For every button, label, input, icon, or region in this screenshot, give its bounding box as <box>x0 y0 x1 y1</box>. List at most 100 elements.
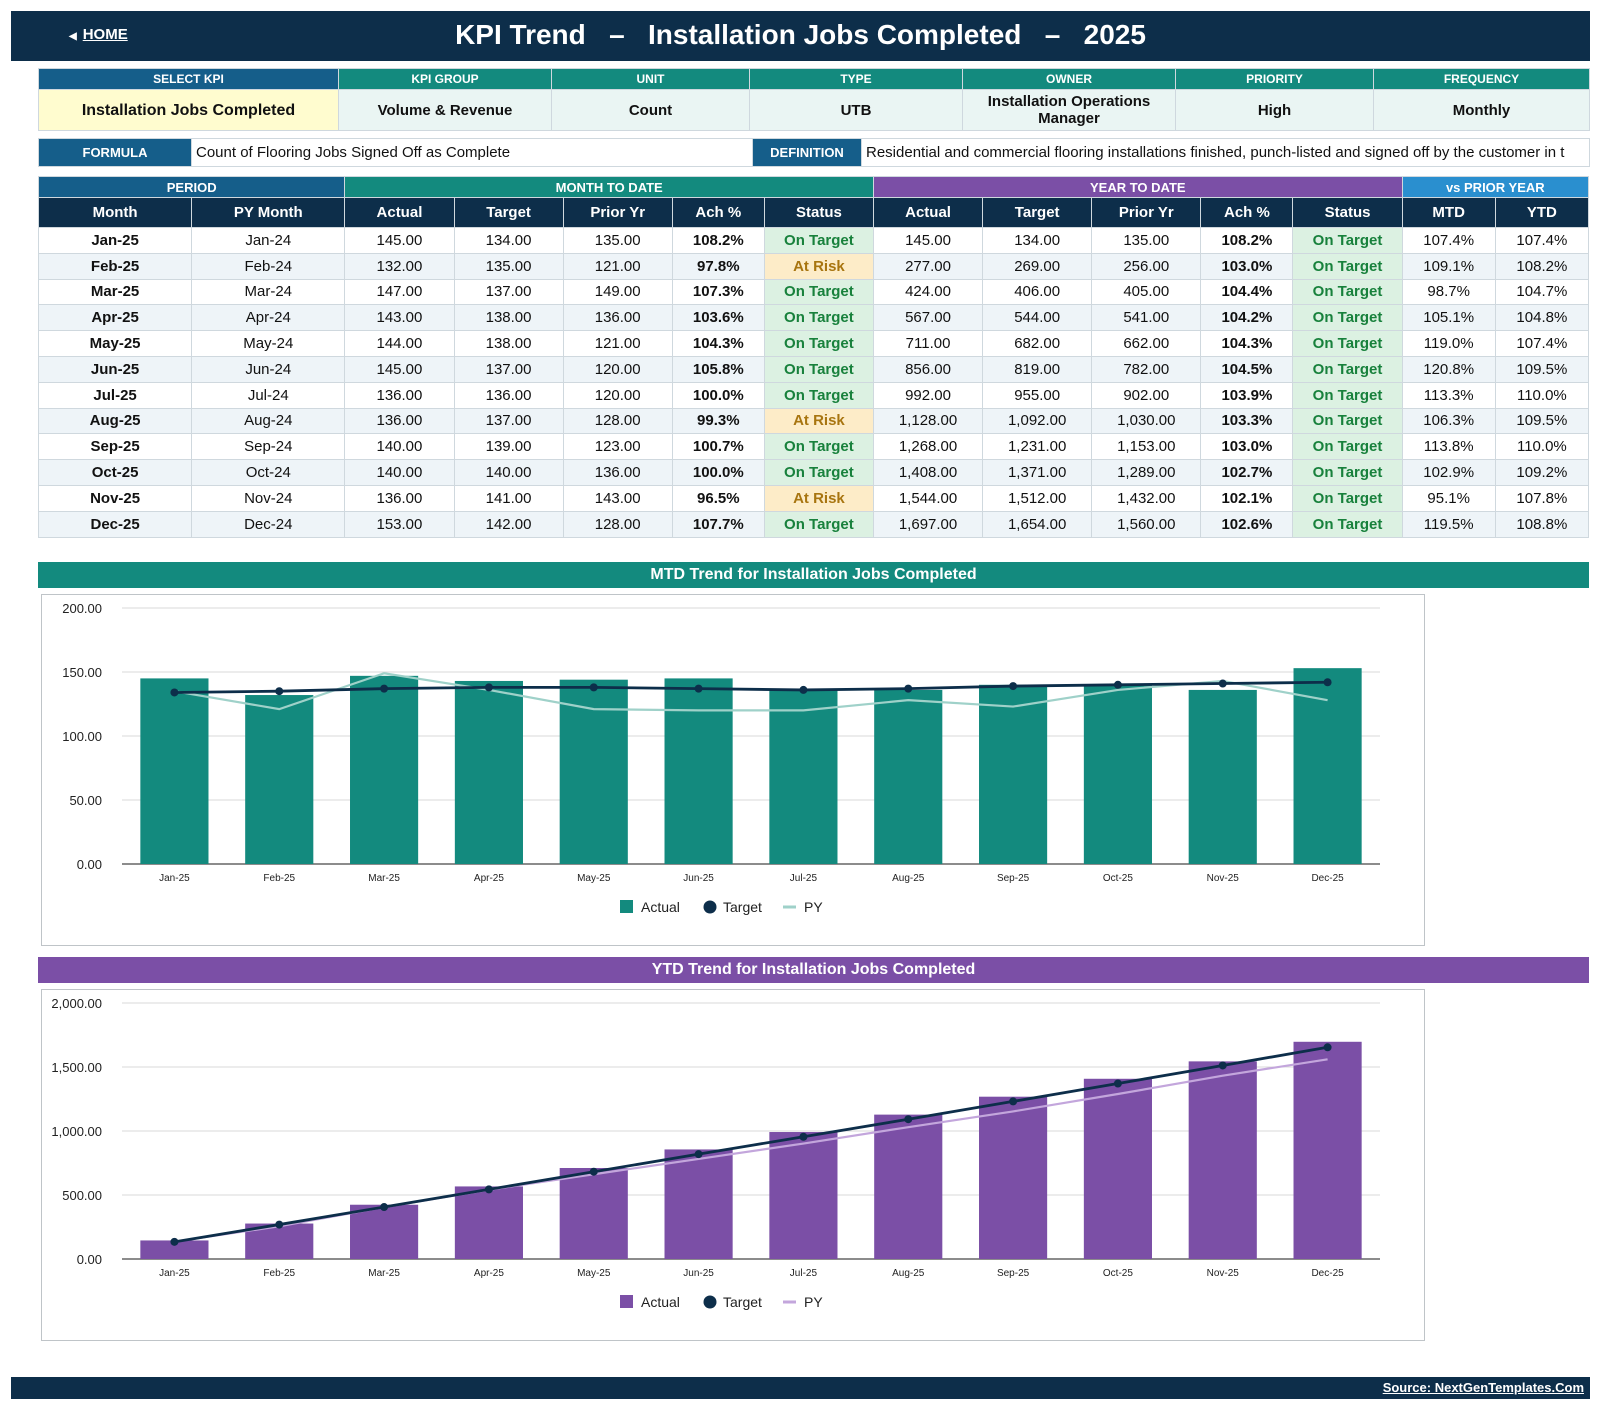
marker-target <box>1218 1061 1227 1070</box>
table-cell: 120.00 <box>562 355 673 383</box>
table-cell: 277.00 <box>872 252 984 280</box>
header-bar: ◀ HOME KPI Trend – Installation Jobs Comp… <box>11 11 1590 61</box>
table-cell: 856.00 <box>872 355 984 383</box>
table-row: Jan-25 Jan-24 145.00 134.00 135.00 108.2% On T… <box>37 227 1590 254</box>
table-row: Aug-25 Aug-24 136.00 137.00 128.00 99.3% At Ri… <box>37 407 1590 435</box>
marker-target <box>904 684 913 693</box>
source-link[interactable]: Source: NextGenTemplates.Com <box>1382 1380 1584 1395</box>
bar-actual <box>1083 1078 1152 1259</box>
table-row: Oct-25 Oct-24 140.00 140.00 136.00 100.0% On T… <box>37 459 1590 486</box>
marker-target <box>904 1115 913 1124</box>
x-tick-label: Nov-25 <box>1207 873 1240 884</box>
table-cell: 132.00 <box>344 252 455 280</box>
mtd-chart: 0.00 50.00 100.00 150.00 200.00 Jan-25 Feb-25 M… <box>41 594 1425 946</box>
bar-actual <box>140 678 209 864</box>
table-cell: 113.8% <box>1401 433 1496 461</box>
bar-actual <box>874 1114 943 1259</box>
table-cell: 104.8% <box>1494 304 1590 332</box>
home-link[interactable]: ◀ HOME <box>69 26 128 43</box>
table-cell: 120.8% <box>1401 355 1496 383</box>
table-cell: 104.3% <box>671 330 765 357</box>
table-cell: Aug-25 <box>37 407 193 435</box>
table-cell: Jun-24 <box>191 355 346 383</box>
table-cell: 405.00 <box>1091 278 1202 306</box>
status-badge: At Risk <box>763 484 874 512</box>
table-cell: Jan-25 <box>37 227 193 254</box>
table-cell: 1,128.00 <box>872 407 984 435</box>
group-mtd: MONTH TO DATE <box>344 176 874 198</box>
table-row: Nov-25 Nov-24 136.00 141.00 143.00 96.5% At Ri… <box>37 484 1590 512</box>
y-tick-label: 0.00 <box>77 857 102 872</box>
table-cell: 102.9% <box>1401 459 1496 486</box>
table-cell: 102.6% <box>1200 510 1294 538</box>
table-cell: 135.00 <box>453 252 564 280</box>
legend-py-label: PY <box>804 1294 823 1310</box>
table-cell: 1,371.00 <box>982 459 1093 486</box>
column-header: Prior Yr <box>562 197 673 228</box>
x-tick-label: Jun-25 <box>683 873 714 884</box>
status-badge: On Target <box>763 459 874 486</box>
column-header: Month <box>37 197 193 228</box>
bar-actual <box>664 1149 733 1259</box>
table-cell: 140.00 <box>344 459 455 486</box>
table-cell: 108.2% <box>671 227 765 254</box>
x-tick-label: Jun-25 <box>683 1268 714 1279</box>
status-badge: On Target <box>763 227 874 254</box>
bar-actual <box>454 1186 523 1259</box>
table-cell: 128.00 <box>562 407 673 435</box>
status-badge: On Target <box>1292 330 1403 357</box>
table-cell: 149.00 <box>562 278 673 306</box>
table-cell: 119.5% <box>1401 510 1496 538</box>
x-tick-label: Jan-25 <box>159 873 190 884</box>
kpi-header-select: SELECT KPI <box>38 68 339 90</box>
table-cell: 136.00 <box>562 459 673 486</box>
status-badge: On Target <box>763 330 874 357</box>
x-tick-label: Jan-25 <box>159 1268 190 1279</box>
table-cell: 107.4% <box>1494 227 1590 254</box>
table-cell: 103.9% <box>1200 381 1294 409</box>
ytd-chart: 0.00 500.00 1,000.00 1,500.00 2,000.00 Jan-25… <box>41 989 1425 1341</box>
table-cell: 544.00 <box>982 304 1093 332</box>
table-cell: 100.7% <box>671 433 765 461</box>
table-cell: 105.1% <box>1401 304 1496 332</box>
marker-target <box>799 1132 808 1141</box>
table-cell: 95.1% <box>1401 484 1496 512</box>
table-cell: Nov-25 <box>37 484 193 512</box>
table-cell: 110.0% <box>1494 433 1590 461</box>
kpi-group-value: Volume & Revenue <box>338 89 552 131</box>
status-badge: On Target <box>1292 433 1403 461</box>
column-header: Target <box>982 197 1093 228</box>
table-cell: 567.00 <box>872 304 984 332</box>
table-cell: 136.00 <box>453 381 564 409</box>
table-cell: 782.00 <box>1091 355 1202 383</box>
table-cell: 96.5% <box>671 484 765 512</box>
kpi-header-type: TYPE <box>749 68 963 90</box>
group-ytd: YEAR TO DATE <box>872 176 1403 198</box>
definition-label: DEFINITION <box>752 138 862 167</box>
marker-target <box>1218 679 1227 688</box>
table-cell: 107.4% <box>1401 227 1496 254</box>
x-tick-label: Feb-25 <box>263 1268 295 1279</box>
kpi-select-dropdown[interactable]: Installation Jobs Completed <box>38 89 339 131</box>
table-cell: 137.00 <box>453 407 564 435</box>
table-cell: 104.5% <box>1200 355 1294 383</box>
table-cell: 105.8% <box>671 355 765 383</box>
table-cell: 1,432.00 <box>1091 484 1202 512</box>
x-tick-label: Sep-25 <box>997 873 1030 884</box>
back-arrow-icon: ◀ <box>69 31 77 42</box>
table-cell: 140.00 <box>344 433 455 461</box>
marker-target <box>1113 680 1122 689</box>
table-cell: Jul-24 <box>191 381 346 409</box>
table-cell: 120.00 <box>562 381 673 409</box>
legend-actual-swatch <box>620 1295 633 1308</box>
x-tick-label: Dec-25 <box>1311 873 1344 884</box>
table-cell: 1,654.00 <box>982 510 1093 538</box>
table-cell: 103.6% <box>671 304 765 332</box>
table-cell: 113.3% <box>1401 381 1496 409</box>
marker-target <box>484 683 493 692</box>
status-badge: On Target <box>763 355 874 383</box>
kpi-info-table: SELECT KPI KPI GROUP UNIT TYPE OWNER PRI… <box>38 68 1590 131</box>
bar-actual <box>874 689 943 864</box>
table-cell: 1,408.00 <box>872 459 984 486</box>
table-cell: 103.0% <box>1200 252 1294 280</box>
